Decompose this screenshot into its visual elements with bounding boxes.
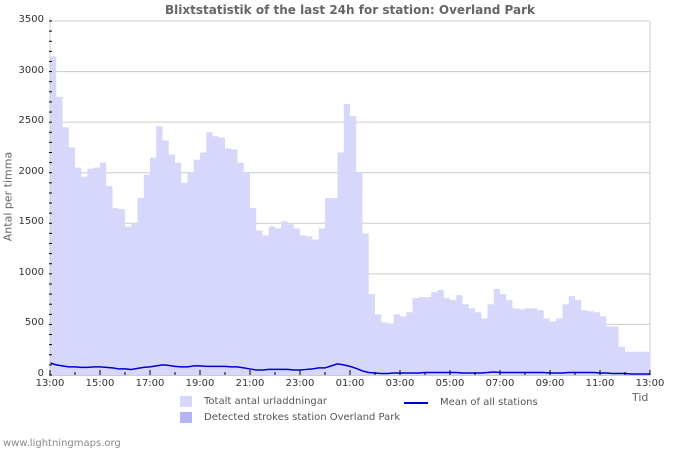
x-tick-label: 09:00 <box>535 378 565 389</box>
x-tick-label: 21:00 <box>235 378 265 389</box>
x-tick-label: 19:00 <box>185 378 215 389</box>
axes <box>49 18 651 376</box>
legend-label-mean: Mean of all stations <box>440 397 538 408</box>
legend-label-total: Totalt antal urladdningar <box>204 396 328 407</box>
legend-swatch-mean <box>404 401 428 404</box>
legend-item-mean: Mean of all stations <box>404 397 538 408</box>
legend-label-detected: Detected strokes station Overland Park <box>204 412 401 423</box>
x-tick-label: 15:00 <box>85 378 115 389</box>
x-tick-label: 11:00 <box>585 378 615 389</box>
x-axis-label: Tid <box>632 391 649 404</box>
x-tick-label: 13:00 <box>635 378 665 389</box>
x-tick-label: 01:00 <box>335 378 365 389</box>
y-tick-label: 3000 <box>18 64 44 76</box>
x-tick-label: 23:00 <box>285 378 315 389</box>
chart-title: Blixtstatistik of the last 24h for stati… <box>165 3 535 17</box>
x-tick-label: 03:00 <box>385 378 415 389</box>
x-tick-label: 13:00 <box>35 378 65 389</box>
y-tick-label: 3500 <box>18 14 44 25</box>
x-tick-label: 17:00 <box>135 378 165 389</box>
y-tick-label: 1500 <box>18 216 44 228</box>
site-credit: www.lightningmaps.org <box>3 438 121 449</box>
y-tick-label: 500 <box>24 317 44 329</box>
total-discharges-area <box>50 56 650 376</box>
y-tick-label: 2000 <box>18 165 44 177</box>
y-tick-label: 1000 <box>18 266 44 278</box>
x-tick-label: 07:00 <box>485 378 515 389</box>
legend-item-detected: Detected strokes station Overland Park <box>180 412 400 423</box>
y-axis-label: Antal per timma <box>1 151 15 242</box>
x-tick-label: 05:00 <box>435 378 465 389</box>
legend-swatch-detected <box>180 412 192 423</box>
legend-item-total: Totalt antal urladdningar <box>180 396 327 407</box>
legend-swatch-total <box>180 396 192 407</box>
y-tick-label: 0 <box>37 368 44 379</box>
y-tick-label: 2500 <box>18 115 44 127</box>
